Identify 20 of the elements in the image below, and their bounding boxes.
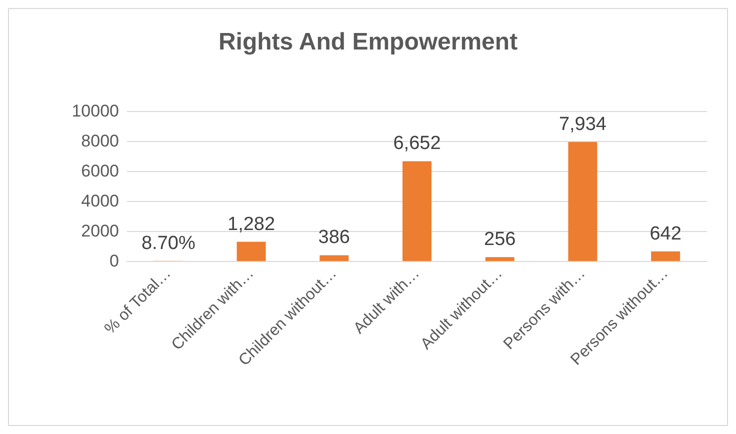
data-label: 386 <box>318 227 350 248</box>
data-label: 1,282 <box>228 214 276 235</box>
bar <box>485 257 514 261</box>
data-label: 642 <box>650 223 682 244</box>
data-label: 7,934 <box>558 114 607 135</box>
y-tick-label: 10000 <box>72 102 119 120</box>
bar <box>568 142 598 261</box>
data-label: 6,652 <box>393 133 441 154</box>
bar <box>402 161 432 261</box>
y-tick-label: 2000 <box>81 222 119 240</box>
data-label: 8.70% <box>141 232 196 254</box>
data-label: 256 <box>484 229 516 250</box>
chart-title: Rights And Empowerment <box>218 28 518 56</box>
y-tick-label: 6000 <box>81 162 119 180</box>
bar <box>651 251 680 261</box>
bar <box>236 242 266 261</box>
y-tick-label: 0 <box>110 252 119 270</box>
y-tick-label: 4000 <box>81 192 119 210</box>
bar <box>320 255 349 261</box>
y-tick-label: 8000 <box>81 132 119 150</box>
